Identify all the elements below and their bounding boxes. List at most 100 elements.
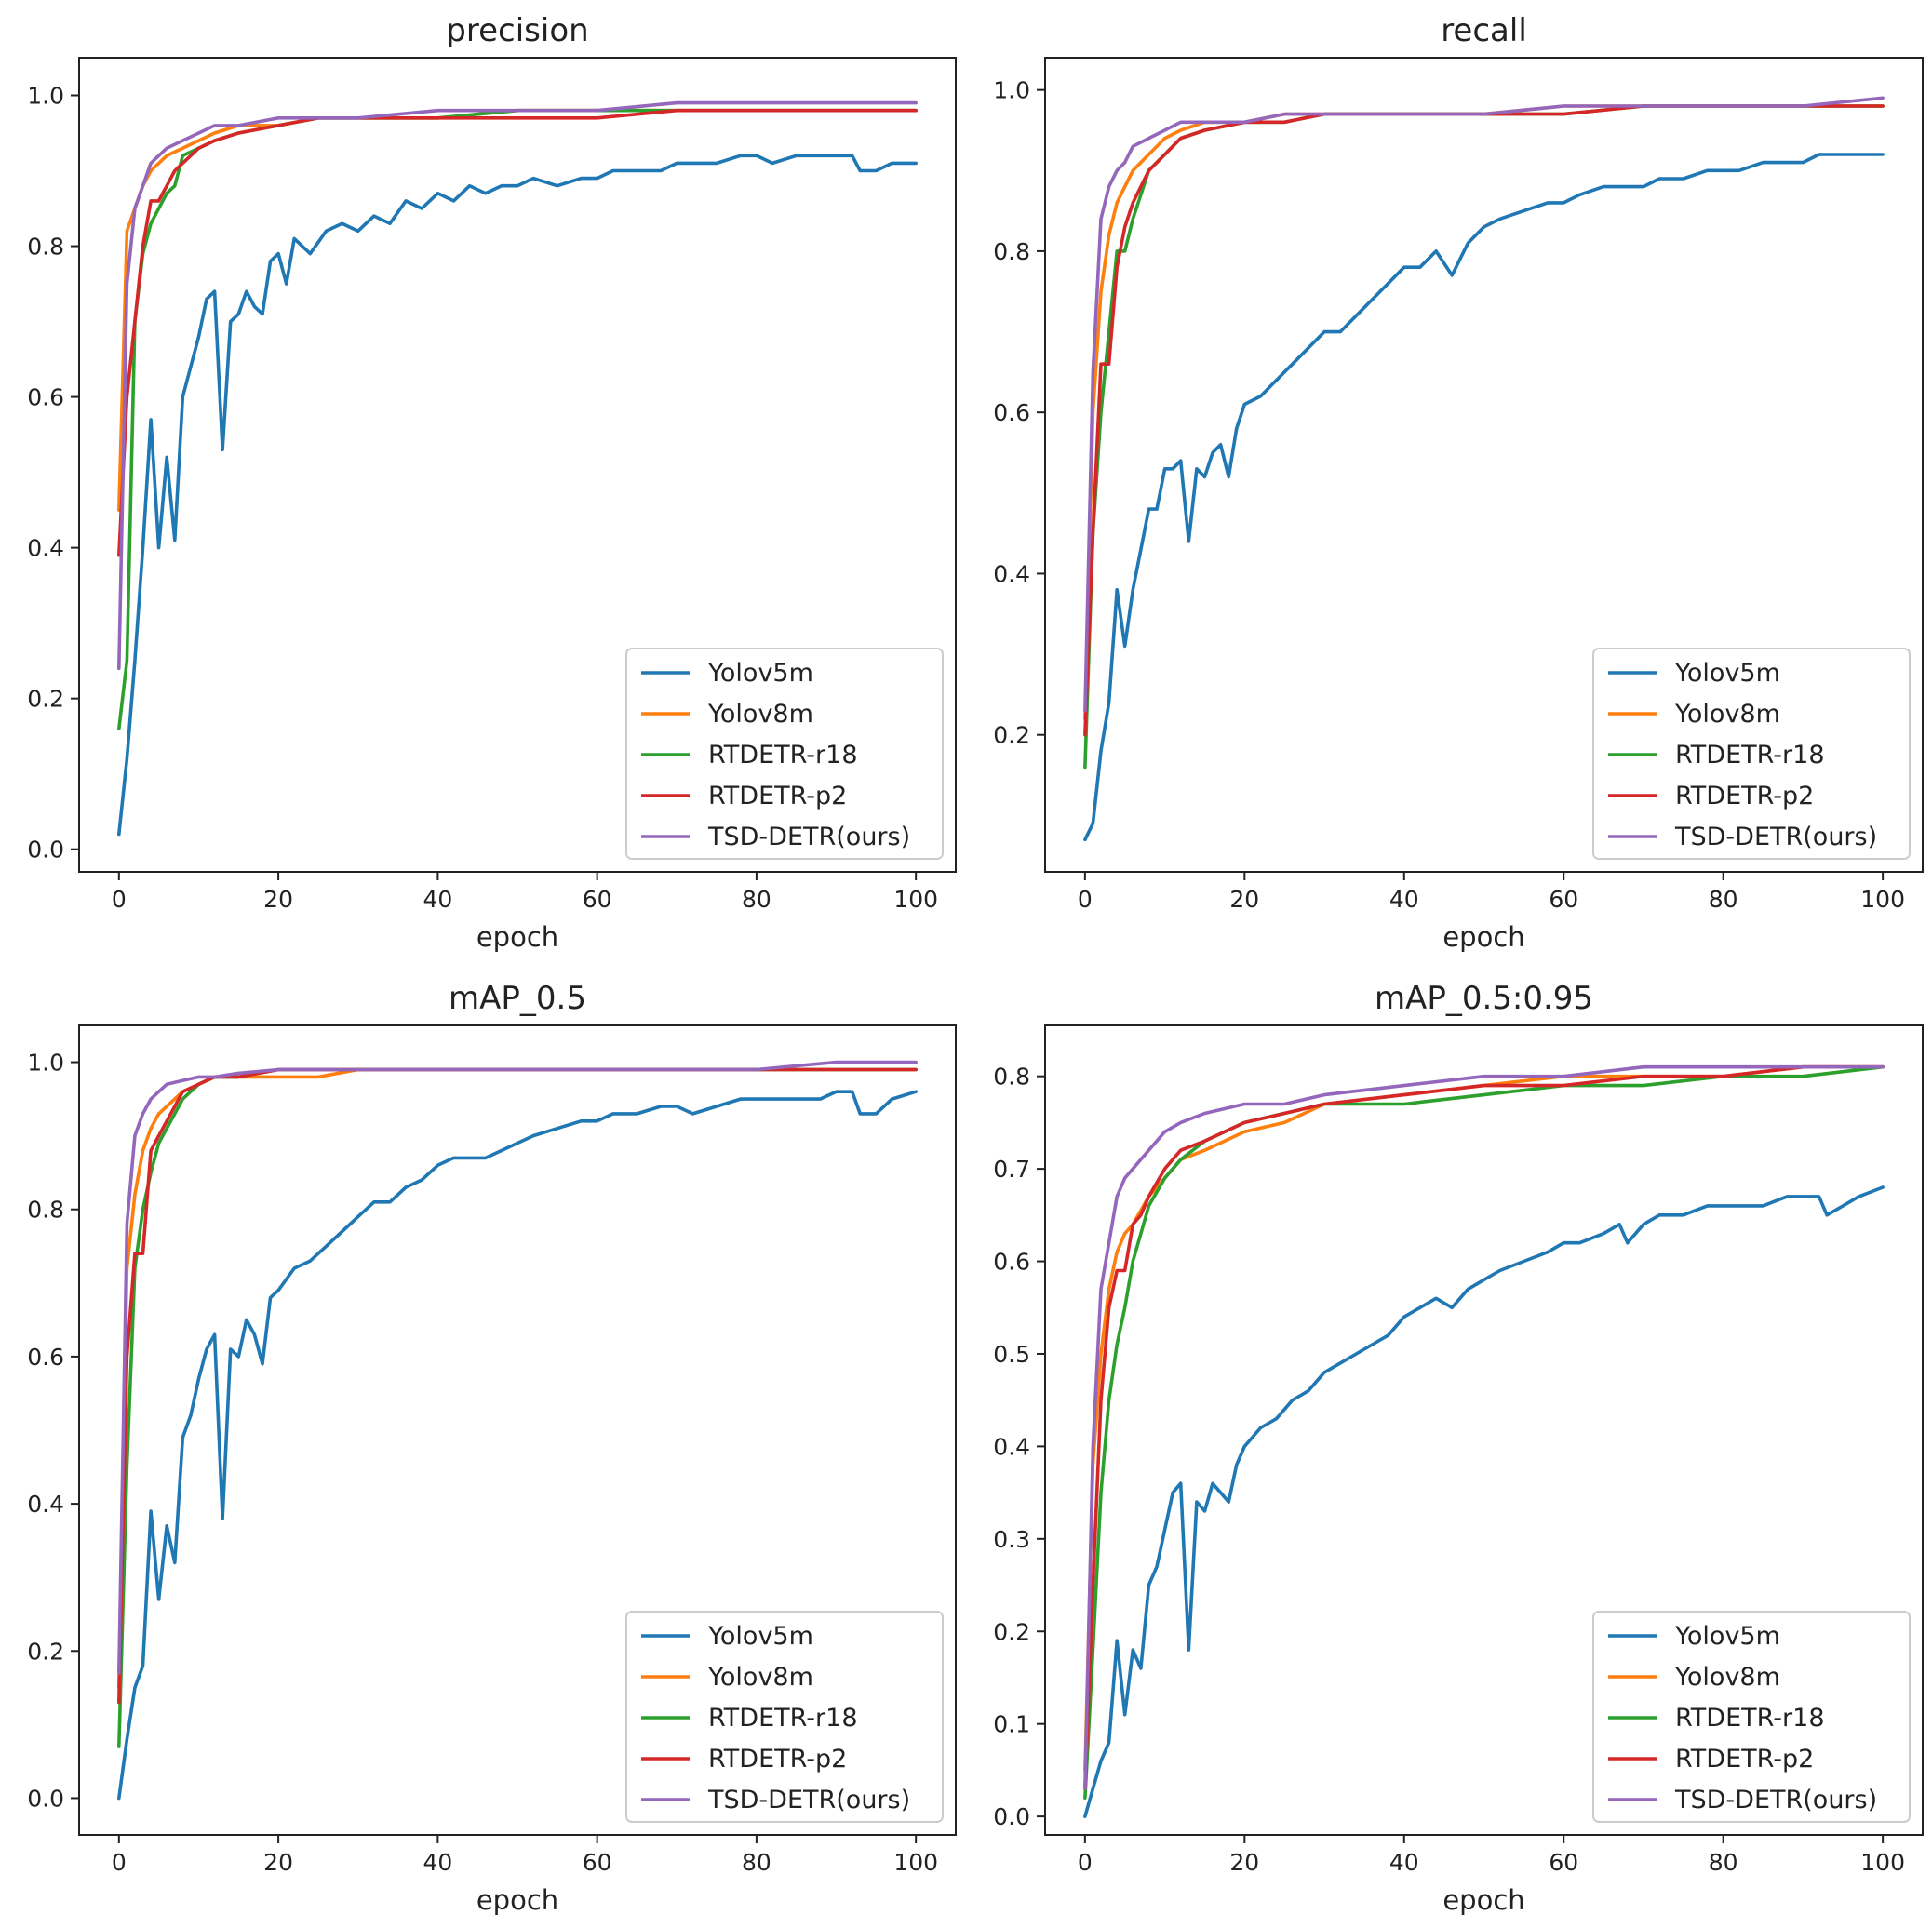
x-tick-label: 40 <box>423 886 452 913</box>
chart-title: recall <box>1441 12 1527 49</box>
series-line-rtdetr-r18 <box>117 108 918 730</box>
y-tick-label: 0.2 <box>27 686 64 713</box>
x-tick-label: 60 <box>1549 886 1578 913</box>
x-tick-label: 100 <box>893 1849 938 1876</box>
legend: Yolov5m Yolov8m RTDETR-r18 RTDETR-p2 TSD-DET… <box>625 1611 944 1823</box>
series-group <box>1083 96 1885 842</box>
legend-label: RTDETR-p2 <box>708 782 847 810</box>
series-line-tsd-detr-ours <box>1083 1064 1885 1791</box>
y-tick-label: 1.0 <box>27 1050 64 1077</box>
x-tick-label: 0 <box>1078 886 1093 913</box>
series-line-yolov5m <box>1083 1185 1885 1818</box>
series-line-rtdetr-p2 <box>1083 104 1885 737</box>
chart-panel-1: precision 0 20 40 60 80 100 0.0 0.2 0.4 0.6 0.8 1.0 e… <box>27 12 957 953</box>
legend-label: TSD-DETR(ours) <box>707 1786 910 1814</box>
legend-box <box>1592 1611 1911 1823</box>
legend-box <box>1592 648 1911 860</box>
legend-label: Yolov5m <box>1674 1622 1780 1651</box>
x-tick-label: 80 <box>742 886 771 913</box>
series-line-tsd-detr-ours <box>117 1060 918 1675</box>
chart-panel-2: recall 0 20 40 60 80 100 0.2 0.4 0.6 0.8 1.0 epoch Yo… <box>993 12 1924 953</box>
y-tick-label: 0.6 <box>993 399 1030 426</box>
series-group <box>117 100 918 837</box>
legend-label: Yolov5m <box>1674 659 1780 688</box>
y-tick-label: 0.2 <box>27 1638 64 1665</box>
x-tick-label: 100 <box>1860 886 1905 913</box>
y-tick-label: 0.8 <box>27 234 64 261</box>
x-tick-label: 40 <box>423 1849 452 1876</box>
y-tick-label: 0.3 <box>993 1526 1030 1553</box>
legend-label: TSD-DETR(ours) <box>707 823 910 851</box>
legend-label: RTDETR-p2 <box>708 1745 847 1774</box>
x-tick-label: 80 <box>742 1849 771 1876</box>
plot-frame <box>78 57 957 873</box>
series-line-yolov5m <box>117 154 918 837</box>
x-axis-label: epoch <box>1442 1884 1524 1916</box>
legend-box <box>625 1611 944 1823</box>
legend: Yolov5m Yolov8m RTDETR-r18 RTDETR-p2 TSD-DET… <box>625 648 944 860</box>
y-tick-label: 0.2 <box>993 722 1030 749</box>
legend-label: Yolov8m <box>1674 1663 1780 1692</box>
y-tick-label: 0.8 <box>993 1064 1030 1091</box>
x-axis-label: epoch <box>1442 921 1524 953</box>
series-line-tsd-detr-ours <box>1083 96 1885 713</box>
x-tick-label: 40 <box>1389 1849 1419 1876</box>
series-line-tsd-detr-ours <box>117 100 918 671</box>
legend-box <box>625 648 944 860</box>
y-tick-label: 0.0 <box>993 1803 1030 1830</box>
legend-label: Yolov5m <box>707 659 813 688</box>
series-line-rtdetr-r18 <box>1083 1064 1885 1800</box>
x-tick-label: 80 <box>1709 1849 1738 1876</box>
y-tick-label: 0.4 <box>27 1491 64 1518</box>
y-tick-label: 0.2 <box>993 1618 1030 1645</box>
series-group <box>117 1060 918 1801</box>
x-tick-label: 20 <box>1229 886 1259 913</box>
x-axis-label: epoch <box>476 1884 558 1916</box>
y-tick-label: 1.0 <box>27 83 64 110</box>
x-tick-label: 60 <box>583 886 612 913</box>
series-line-yolov5m <box>117 1090 918 1801</box>
y-tick-label: 0.6 <box>993 1249 1030 1276</box>
chart-title: mAP_0.5:0.95 <box>1375 980 1593 1017</box>
y-tick-label: 0.6 <box>27 384 64 411</box>
series-line-rtdetr-p2 <box>117 108 918 557</box>
series-line-yolov8m <box>117 1067 918 1690</box>
legend-label: RTDETR-r18 <box>1675 741 1825 770</box>
plot-frame <box>78 1024 957 1836</box>
series-line-rtdetr-p2 <box>1083 1064 1885 1791</box>
legend-label: TSD-DETR(ours) <box>1674 823 1877 851</box>
y-tick-label: 0.4 <box>993 1433 1030 1460</box>
x-tick-label: 100 <box>1860 1849 1905 1876</box>
chart-title: mAP_0.5 <box>449 980 586 1017</box>
plot-frame <box>1044 57 1924 873</box>
y-tick-label: 0.6 <box>27 1344 64 1371</box>
x-axis-label: epoch <box>476 921 558 953</box>
series-line-rtdetr-p2 <box>117 1067 918 1705</box>
x-tick-label: 100 <box>893 886 938 913</box>
legend-label: Yolov8m <box>707 700 813 729</box>
legend-label: RTDETR-p2 <box>1675 782 1814 810</box>
x-tick-label: 0 <box>112 886 127 913</box>
y-tick-label: 0.4 <box>993 560 1030 587</box>
series-line-yolov5m <box>1083 153 1885 842</box>
legend-label: RTDETR-r18 <box>708 1704 858 1733</box>
series-line-yolov8m <box>1083 104 1885 721</box>
y-tick-label: 0.4 <box>27 535 64 562</box>
chart-panel-3: mAP_0.5 0 20 40 60 80 100 0.0 0.2 0.4 0.6 0.8 1.0 epo… <box>27 980 957 1916</box>
y-tick-label: 0.8 <box>993 238 1030 265</box>
legend-label: Yolov8m <box>1674 700 1780 729</box>
y-tick-label: 0.7 <box>993 1156 1030 1183</box>
chart-panel-4: mAP_0.5:0.95 0 20 40 60 80 100 0.0 0.1 0.2 0.3 0.4 0… <box>993 980 1924 1916</box>
x-tick-label: 20 <box>263 886 293 913</box>
y-tick-label: 1.0 <box>993 77 1030 104</box>
chart-title: precision <box>446 12 588 49</box>
legend-label: RTDETR-r18 <box>1675 1704 1825 1733</box>
x-tick-label: 0 <box>112 1849 127 1876</box>
y-tick-label: 0.5 <box>993 1341 1030 1368</box>
legend: Yolov5m Yolov8m RTDETR-r18 RTDETR-p2 TSD-DET… <box>1592 648 1911 860</box>
y-tick-label: 0.8 <box>27 1197 64 1224</box>
x-tick-label: 60 <box>1549 1849 1578 1876</box>
plot-frame <box>1044 1024 1924 1836</box>
series-group <box>1083 1064 1885 1818</box>
